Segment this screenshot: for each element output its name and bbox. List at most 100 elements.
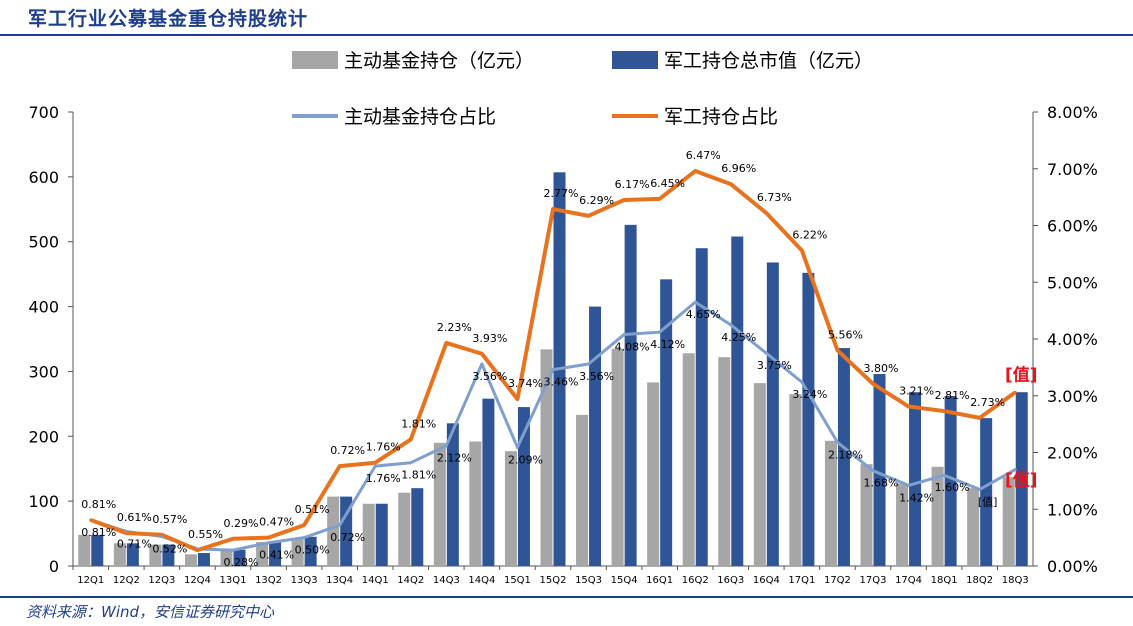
point-military-ratio <box>587 214 591 218</box>
bar-military-total <box>695 248 708 566</box>
x-tick-label: 12Q2 <box>113 575 140 586</box>
x-tick-label: 16Q4 <box>753 575 780 586</box>
right-tick-label: 7.00% <box>1047 160 1098 179</box>
label-active-fund-ratio: 0.81% <box>81 526 116 539</box>
x-tick-label: 13Q2 <box>255 575 282 586</box>
bar-military-total <box>624 224 637 566</box>
x-tick-label: 18Q3 <box>1002 575 1029 586</box>
point-military-ratio <box>195 548 199 552</box>
point-military-ratio <box>338 464 342 468</box>
point-active-fund-ratio <box>729 323 733 327</box>
label-military-ratio: 2.77% <box>544 187 579 200</box>
point-military-ratio <box>551 207 555 211</box>
label-active-fund-ratio: 0.28% <box>224 556 259 569</box>
label-military-ratio: 1.81% <box>401 417 436 430</box>
bar-active-fund <box>220 549 233 566</box>
label-military-ratio: 6.47% <box>686 149 721 162</box>
point-military-ratio <box>978 416 982 420</box>
x-tick-label: 13Q4 <box>326 575 353 586</box>
point-active-fund-ratio <box>373 464 377 468</box>
point-military-ratio <box>871 382 875 386</box>
left-tick-label: 100 <box>28 492 59 511</box>
label-active-fund-ratio: 3.56% <box>579 370 614 383</box>
label-military-ratio: 0.72% <box>330 444 365 457</box>
bar-active-fund <box>291 538 304 566</box>
x-tick-label: 12Q1 <box>77 575 104 586</box>
bar-military-total <box>873 374 886 566</box>
point-active-fund-ratio <box>800 380 804 384</box>
bar-active-fund <box>540 349 553 566</box>
bar-military-total <box>802 272 815 566</box>
bar-active-fund <box>1002 477 1015 566</box>
left-tick-label: 200 <box>28 427 59 446</box>
point-active-fund-ratio <box>1013 468 1017 472</box>
point-military-ratio <box>373 461 377 465</box>
data-labels-group: 0.81%0.61% 0.57%0.55%0.29% 0.47%0.51% 0.72%… <box>81 149 1037 569</box>
point-active-fund-ratio <box>942 473 946 477</box>
label-active-fund-ratio: 4.12% <box>650 338 685 351</box>
label-military-ratio: 6.96% <box>721 162 756 175</box>
point-military-ratio <box>693 169 697 173</box>
point-military-ratio <box>160 533 164 537</box>
bar-military-total <box>340 496 353 566</box>
bar-active-fund <box>647 382 660 566</box>
x-tick-label: 16Q2 <box>682 575 709 586</box>
point-military-ratio <box>480 352 484 356</box>
label-active-fund-ratio: 0.52% <box>152 542 187 555</box>
bar-active-fund <box>611 348 624 566</box>
bar-active-fund <box>256 542 269 566</box>
label-active-fund-ratio: 1.60% <box>935 481 970 494</box>
label-active-fund-ratio: 1.68% <box>864 477 899 490</box>
x-tick-label: 14Q1 <box>362 575 389 586</box>
legend-active-fund-swatch <box>292 51 338 69</box>
label-active-fund-ratio: 1.81% <box>401 469 436 482</box>
point-military-ratio <box>907 405 911 409</box>
bar-military-total <box>909 392 922 566</box>
bar-military-total <box>589 306 602 566</box>
bar-active-fund <box>967 488 980 566</box>
bar-active-fund <box>824 440 837 566</box>
point-military-ratio <box>658 197 662 201</box>
label-military-ratio: 2.81% <box>935 389 970 402</box>
axes-group: 0 100 200 300 400 500 600 700 0.00% 1.00% 2.00% 3.0… <box>28 103 1097 586</box>
bar-military-total <box>411 488 424 566</box>
label-military-ratio: 0.51% <box>295 503 330 516</box>
point-military-ratio <box>515 397 519 401</box>
x-tick-label: 17Q4 <box>895 575 922 586</box>
point-active-fund-ratio <box>338 523 342 527</box>
point-military-ratio <box>800 248 804 252</box>
left-tick-label: 500 <box>28 233 59 252</box>
combo-chart: 0 100 200 300 400 500 600 700 0.00% 1.00% 2.00% 3.0… <box>28 50 1097 586</box>
point-military-ratio <box>444 341 448 345</box>
label-military-ratio: 2.73% <box>970 396 1005 409</box>
point-military-ratio <box>942 409 946 413</box>
x-tick-label: 14Q2 <box>397 575 424 586</box>
x-tick-label: 16Q3 <box>717 575 744 586</box>
legend-active-fund-ratio-label: 主动基金持仓占比 <box>344 106 496 128</box>
label-active-fund-ratio: 3.46% <box>544 376 579 389</box>
point-active-fund-ratio <box>302 536 306 540</box>
point-military-ratio <box>409 437 413 441</box>
bar-active-fund <box>398 492 411 566</box>
x-tick-label: 13Q3 <box>291 575 318 586</box>
bar-active-fund <box>504 451 517 566</box>
point-active-fund-ratio <box>551 368 555 372</box>
bar-active-fund <box>78 534 91 566</box>
bar-military-total <box>269 541 282 566</box>
label-active-fund-ratio: 4.08% <box>615 340 650 353</box>
page-title: 军工行业公募基金重仓持股统计 <box>28 8 309 30</box>
point-active-fund-ratio <box>587 362 591 366</box>
point-active-fund-ratio <box>267 541 271 545</box>
bar-active-fund <box>931 466 944 566</box>
x-tick-label: 14Q4 <box>468 575 495 586</box>
x-tick-label: 15Q1 <box>504 575 531 586</box>
bar-active-fund <box>469 441 482 566</box>
bar-military-total <box>446 423 459 566</box>
point-active-fund-ratio <box>835 440 839 444</box>
x-tick-label: 17Q2 <box>824 575 851 586</box>
point-active-fund-ratio <box>622 332 626 336</box>
bar-military-total <box>126 543 139 566</box>
right-tick-label: 6.00% <box>1047 217 1098 236</box>
label-military-ratio: 2.23% <box>437 321 472 334</box>
label-military-ratio: 3.93% <box>472 332 507 345</box>
